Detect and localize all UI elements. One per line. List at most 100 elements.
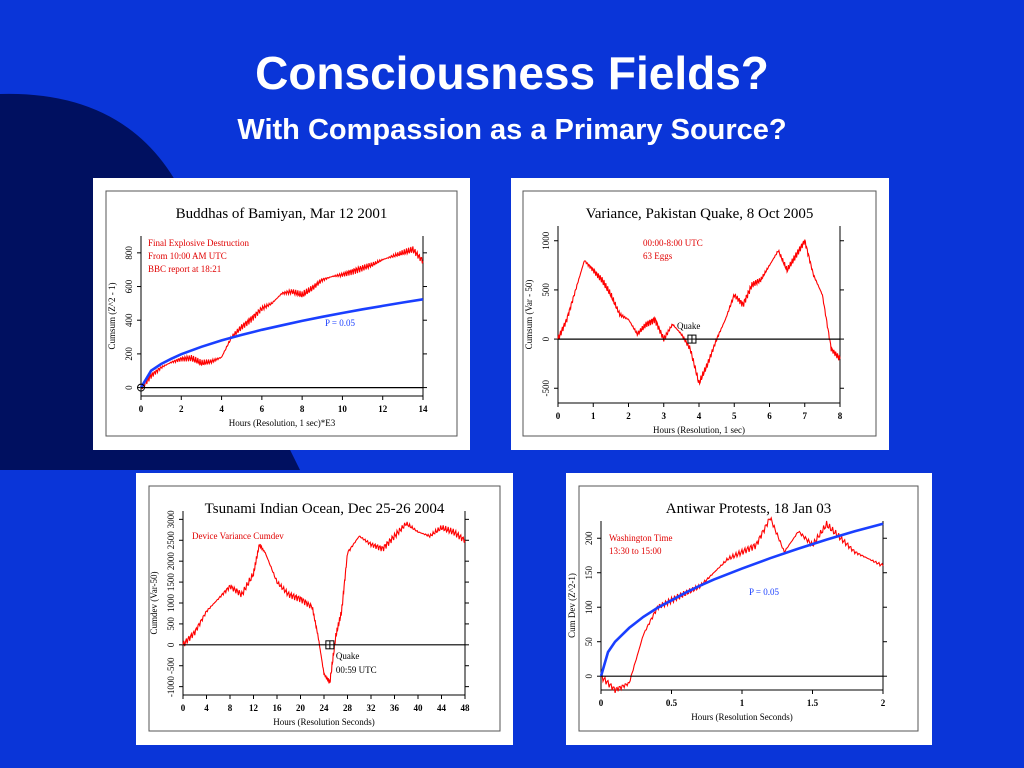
x-tick-label: 2 (881, 698, 886, 708)
x-tick-label: 24 (320, 703, 330, 713)
chart-title: Antiwar Protests, 18 Jan 03 (666, 501, 831, 517)
chart-title: Variance, Pakistan Quake, 8 Oct 2005 (586, 206, 814, 222)
y-tick-label: -500 (541, 380, 551, 397)
y-tick-label: -1000 (166, 676, 176, 697)
x-tick-label: 1 (591, 411, 596, 421)
x-tick-label: 8 (300, 404, 305, 414)
x-tick-label: 6 (767, 411, 772, 421)
chart-panel-tsunami: Tsunami Indian Ocean, Dec 25-26 2004 0 4 8 1… (136, 473, 513, 745)
event-marker-label: Quake (677, 321, 701, 331)
x-tick-label: 20 (296, 703, 306, 713)
chart-annotation: Final Explosive Destruction (148, 238, 249, 248)
x-axis-label: Hours (Resolution, 1 sec)*E3 (229, 418, 336, 428)
data-series-line (140, 246, 424, 390)
y-tick-label: 0 (124, 385, 134, 390)
x-tick-label: 1 (740, 698, 745, 708)
x-tick-label: 28 (343, 703, 353, 713)
x-tick-label: 8 (838, 411, 843, 421)
x-tick-label: 32 (367, 703, 377, 713)
x-tick-label: 4 (697, 411, 702, 421)
x-axis-label: Hours (Resolution, 1 sec) (653, 425, 745, 435)
y-tick-label: 1500 (166, 573, 176, 592)
x-tick-label: 12 (378, 404, 388, 414)
x-tick-label: 0 (556, 411, 561, 421)
x-tick-label: 2 (626, 411, 631, 421)
x-tick-label: 14 (419, 404, 429, 414)
data-series-line (557, 239, 841, 386)
y-tick-label: 0 (584, 673, 594, 678)
event-marker-time: 00:59 UTC (336, 665, 377, 675)
x-tick-label: 5 (732, 411, 737, 421)
x-tick-label: 0 (139, 404, 144, 414)
chart-svg: Buddhas of Bamiyan, Mar 12 2001 0 2 4 6 8 10 12… (105, 190, 458, 437)
y-tick-label: -500 (166, 657, 176, 674)
event-marker-label: Quake (336, 651, 360, 661)
chart-title: Tsunami Indian Ocean, Dec 25-26 2004 (205, 501, 445, 517)
y-axis-label: Cumdev (Var-50) (149, 571, 159, 634)
x-axis-label: Hours (Resolution Seconds) (273, 717, 375, 727)
x-tick-label: 48 (461, 703, 471, 713)
y-tick-label: 600 (124, 279, 134, 293)
x-tick-label: 36 (390, 703, 400, 713)
x-axis-label: Hours (Resolution Seconds) (691, 712, 793, 722)
chart-frame (148, 485, 501, 732)
chart-svg: Variance, Pakistan Quake, 8 Oct 2005 0 1 2 3… (522, 190, 877, 437)
y-tick-label: 150 (584, 565, 594, 579)
chart-frame (578, 485, 919, 732)
chart-annotation: Device Variance Cumdev (192, 531, 284, 541)
y-tick-label: 2500 (166, 531, 176, 550)
y-tick-label: 200 (584, 531, 594, 545)
chart-annotation: 13:30 to 15:00 (609, 546, 662, 556)
significance-curve (139, 298, 424, 389)
y-tick-label: 50 (584, 637, 594, 647)
y-tick-label: 0 (166, 642, 176, 647)
x-tick-label: 40 (414, 703, 424, 713)
x-tick-label: 12 (249, 703, 259, 713)
x-tick-label: 8 (228, 703, 233, 713)
x-tick-label: 0.5 (666, 698, 678, 708)
y-tick-label: 800 (124, 246, 134, 260)
x-tick-label: 6 (260, 404, 265, 414)
x-tick-label: 16 (273, 703, 283, 713)
significance-label: P = 0.05 (325, 318, 355, 328)
chart-panel-antiwar-protests: Antiwar Protests, 18 Jan 03 0 0.5 1 1.5 2 0 50 1… (566, 473, 932, 745)
significance-label: P = 0.05 (749, 587, 779, 597)
x-tick-label: 0 (181, 703, 186, 713)
chart-annotation: 63 Eggs (643, 251, 673, 261)
y-tick-label: 3000 (166, 510, 176, 529)
y-axis-label: Cumsum (Var - 50) (524, 280, 534, 350)
y-tick-label: 1000 (166, 594, 176, 613)
x-tick-label: 10 (338, 404, 348, 414)
chart-panel-bamiyan: Buddhas of Bamiyan, Mar 12 2001 0 2 4 6 8 10 12… (93, 178, 470, 450)
y-tick-label: 100 (584, 600, 594, 614)
x-tick-label: 2 (179, 404, 184, 414)
origin-marker (137, 383, 145, 392)
chart-title: Buddhas of Bamiyan, Mar 12 2001 (176, 206, 388, 222)
x-tick-label: 4 (204, 703, 209, 713)
data-series-line (182, 521, 466, 684)
chart-annotation: Washington Time (609, 533, 673, 543)
y-tick-label: 200 (124, 347, 134, 361)
chart-frame (105, 190, 458, 437)
data-series-line (600, 516, 884, 694)
y-tick-label: 1000 (541, 231, 551, 250)
y-tick-label: 500 (541, 283, 551, 297)
slide-subtitle: With Compassion as a Primary Source? (237, 114, 787, 146)
x-tick-label: 4 (219, 404, 224, 414)
chart-panel-pakistan-quake: Variance, Pakistan Quake, 8 Oct 2005 0 1 2 3… (511, 178, 889, 450)
y-tick-label: 2000 (166, 552, 176, 571)
chart-annotation: 00:00-8:00 UTC (643, 238, 703, 248)
y-axis-label: Cum Dev (Z^2-1) (567, 573, 577, 638)
x-tick-label: 7 (803, 411, 808, 421)
x-tick-label: 1.5 (807, 698, 819, 708)
x-tick-label: 44 (437, 703, 447, 713)
chart-frame (522, 190, 877, 437)
significance-curve (599, 522, 884, 677)
x-tick-label: 0 (599, 698, 604, 708)
slide-title: Consciousness Fields? (255, 47, 769, 99)
y-tick-label: 0 (541, 336, 551, 341)
chart-annotation: From 10:00 AM UTC (148, 251, 227, 261)
y-axis-label: Cumsum (Z^2 - 1) (107, 283, 117, 350)
y-tick-label: 500 (166, 617, 176, 631)
